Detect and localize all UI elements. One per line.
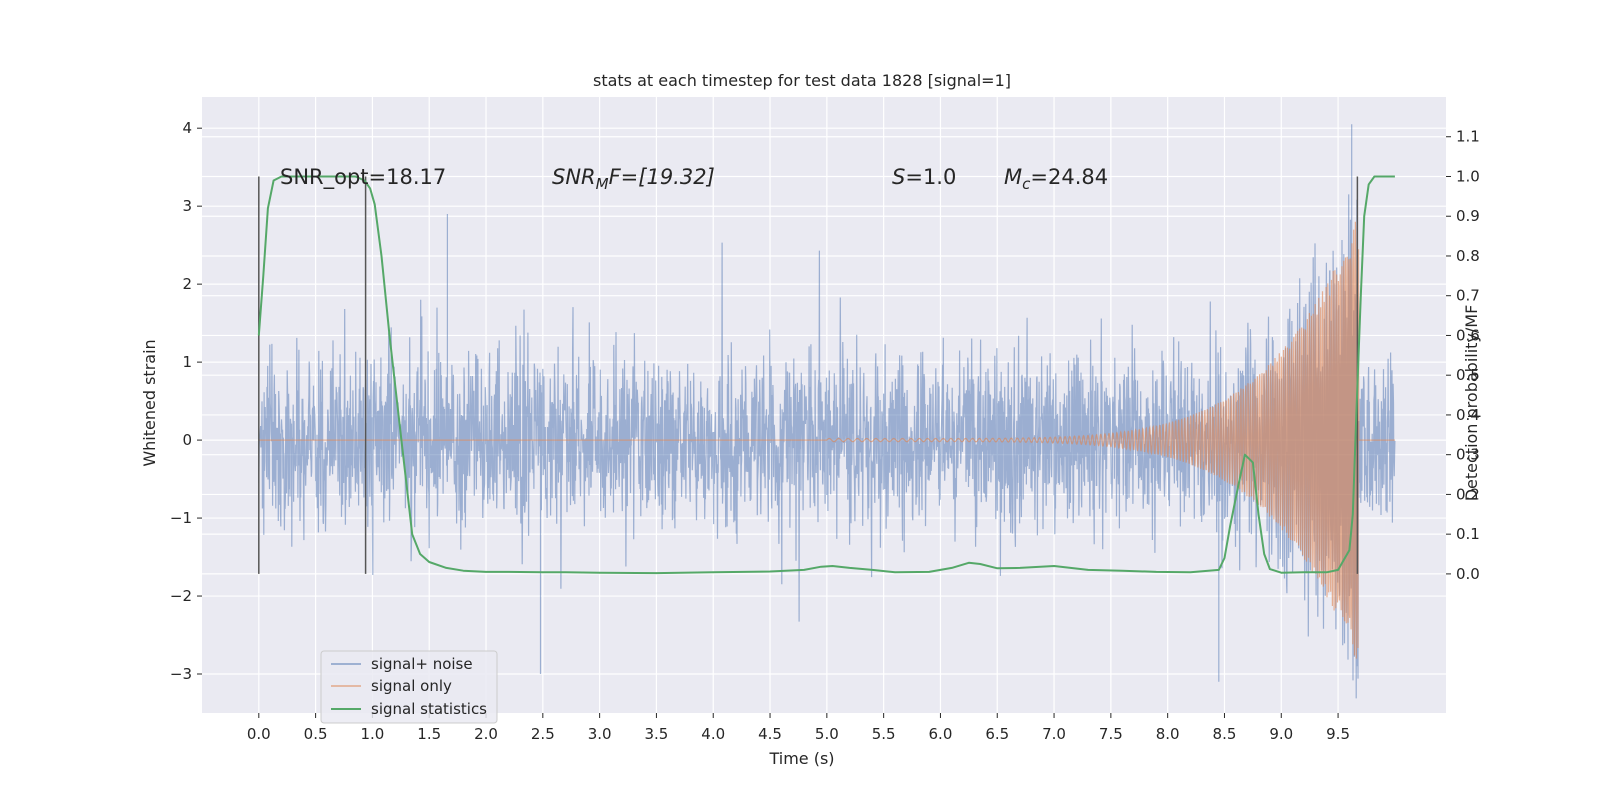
x-tick-label: 5.5	[872, 725, 896, 743]
signal-only-series	[258, 221, 1395, 659]
y-tick-label: 3	[182, 197, 192, 215]
y-right-tick-label: 1.1	[1456, 128, 1480, 146]
y-ticks-right: 1.1 1.0 0.9 0.8 0.7 0.6 0.5 0.4 0.3 0.2 0.1 0.0	[1446, 128, 1480, 583]
y-right-tick-label: 0.6	[1456, 326, 1480, 344]
annotation-mc-symbol: M	[1004, 165, 1022, 189]
y-tick-label: −3	[170, 665, 192, 683]
annotation-snr-mf-subscript: M	[596, 175, 609, 193]
x-tick-label: 8.5	[1213, 725, 1237, 743]
x-tick-label: 7.5	[1099, 725, 1123, 743]
y-axis-label-right: Detection probability/MF	[1462, 305, 1481, 502]
chart-title: stats at each timestep for test data 182…	[593, 71, 1011, 90]
annotation-mc: Mc=24.84	[1004, 165, 1108, 193]
x-tick-label: 0.5	[304, 725, 328, 743]
x-tick-label: 6.5	[985, 725, 1009, 743]
annotation-snr-mf-value: F=[19.32]	[609, 165, 715, 189]
y-right-tick-label: 0.3	[1456, 446, 1480, 464]
annotation-snr-mf: SNRMF=[19.32]	[552, 165, 715, 193]
x-tick-label: 2.0	[474, 725, 498, 743]
annotation-snr-opt: SNR_opt=18.17	[280, 165, 446, 190]
x-tick-label: 1.5	[417, 725, 441, 743]
x-tick-label: 4.0	[701, 725, 725, 743]
y-right-tick-label: 0.7	[1456, 287, 1480, 305]
y-tick-label: 1	[182, 353, 192, 371]
y-tick-label: −1	[170, 509, 192, 527]
x-tick-label: 3.0	[588, 725, 612, 743]
signal-only-line	[258, 221, 1395, 659]
x-tick-label: 4.5	[758, 725, 782, 743]
y-tick-label: 0	[182, 431, 192, 449]
x-ticks: 0.0 0.5 1.0 1.5 2.0 2.5 3.0 3.5 4.0 4.5 5.0 5.5 6.0 6…	[247, 713, 1350, 743]
annotation-s: S=1.0	[892, 165, 956, 189]
y-right-tick-label: 0.8	[1456, 247, 1480, 265]
x-tick-label: 5.0	[815, 725, 839, 743]
x-tick-label: 6.0	[929, 725, 953, 743]
annotation-snr-mf-symbol: SNR	[552, 165, 596, 189]
y-tick-label: 2	[182, 275, 192, 293]
x-tick-label: 8.0	[1156, 725, 1180, 743]
y-right-tick-label: 0.4	[1456, 406, 1480, 424]
x-tick-label: 9.5	[1326, 725, 1350, 743]
legend: signal+ noise signal only signal statist…	[320, 650, 498, 724]
x-tick-label: 9.0	[1269, 725, 1293, 743]
y-right-tick-label: 0.2	[1456, 485, 1480, 503]
y-tick-label: −2	[170, 587, 192, 605]
x-axis-label: Time (s)	[768, 749, 834, 768]
x-tick-label: 1.0	[360, 725, 384, 743]
annotation-s-value: =1.0	[905, 165, 956, 189]
y-right-tick-label: 0.9	[1456, 207, 1480, 225]
y-right-tick-label: 0.5	[1456, 366, 1480, 384]
legend-label-signal: signal only	[371, 677, 452, 695]
y-right-tick-label: 0.0	[1456, 565, 1480, 583]
annotation-mc-value: =24.84	[1030, 165, 1108, 189]
statistics-series	[257, 175, 1395, 575]
y-tick-label: 4	[182, 119, 192, 137]
y-ticks: 4 3 2 1 0 −1 −2 −3	[170, 119, 202, 683]
x-tick-label: 7.0	[1042, 725, 1066, 743]
statistics-line	[257, 175, 1395, 575]
y-right-tick-label: 0.1	[1456, 525, 1480, 543]
legend-label-stats: signal statistics	[371, 700, 487, 718]
legend-box	[320, 650, 498, 724]
legend-label-noise: signal+ noise	[371, 655, 473, 673]
annotation-mc-subscript: c	[1022, 175, 1031, 193]
y-axis-label: Whitened strain	[140, 339, 159, 466]
y-right-tick-label: 1.0	[1456, 167, 1480, 185]
annotation-s-symbol: S	[892, 165, 905, 189]
x-tick-label: 3.5	[644, 725, 668, 743]
x-tick-label: 0.0	[247, 725, 271, 743]
x-tick-label: 2.5	[531, 725, 555, 743]
